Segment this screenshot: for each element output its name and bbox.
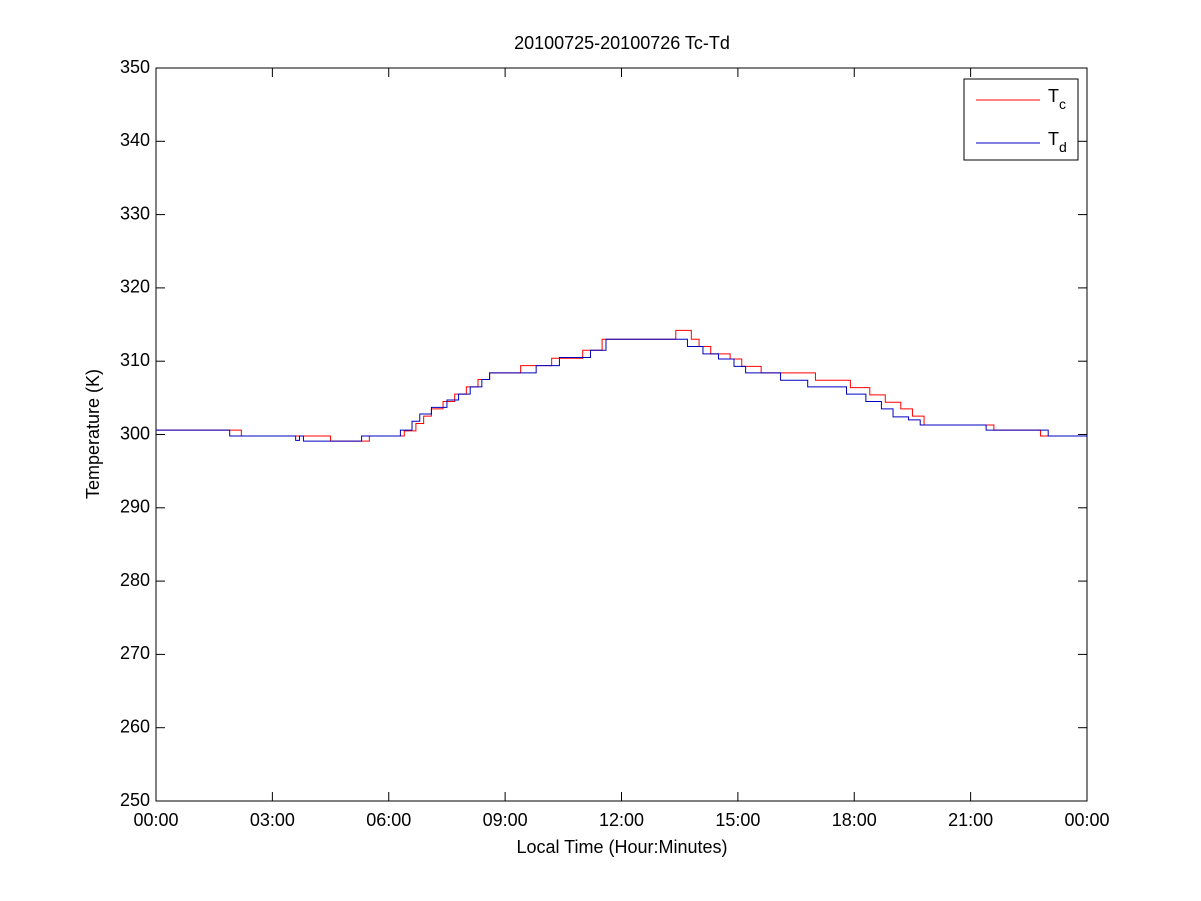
y-axis-label: Temperature (K) [83,369,103,499]
plot-frame [155,67,1088,802]
y-tick-label: 310 [120,350,150,370]
y-tick-label: 280 [120,570,150,590]
y-tick-label: 270 [120,643,150,663]
y-tick-label: 260 [120,716,150,736]
x-tick-label: 06:00 [366,810,411,830]
series-line [156,338,1087,442]
y-tick-label: 250 [120,790,150,810]
x-tick-label: 12:00 [599,810,644,830]
legend-label: Tc [1048,86,1066,112]
x-tick-label: 15:00 [715,810,760,830]
legend-label: Td [1048,129,1067,155]
x-tick-label: 03:00 [250,810,295,830]
x-tick-label: 21:00 [948,810,993,830]
x-axis-label: Local Time (Hour:Minutes) [516,837,727,857]
x-tick-label: 18:00 [832,810,877,830]
x-tick-label: 00:00 [1064,810,1109,830]
legend-box [963,78,1079,161]
y-tick-label: 290 [120,497,150,517]
y-tick-label: 300 [120,423,150,443]
y-tick-label: 330 [120,203,150,223]
y-tick-label: 350 [120,57,150,77]
chart-title: 20100725-20100726 Tc-Td [514,33,730,53]
y-tick-label: 320 [120,277,150,297]
y-tick-label: 340 [120,130,150,150]
x-tick-label: 09:00 [483,810,528,830]
x-tick-label: 00:00 [133,810,178,830]
